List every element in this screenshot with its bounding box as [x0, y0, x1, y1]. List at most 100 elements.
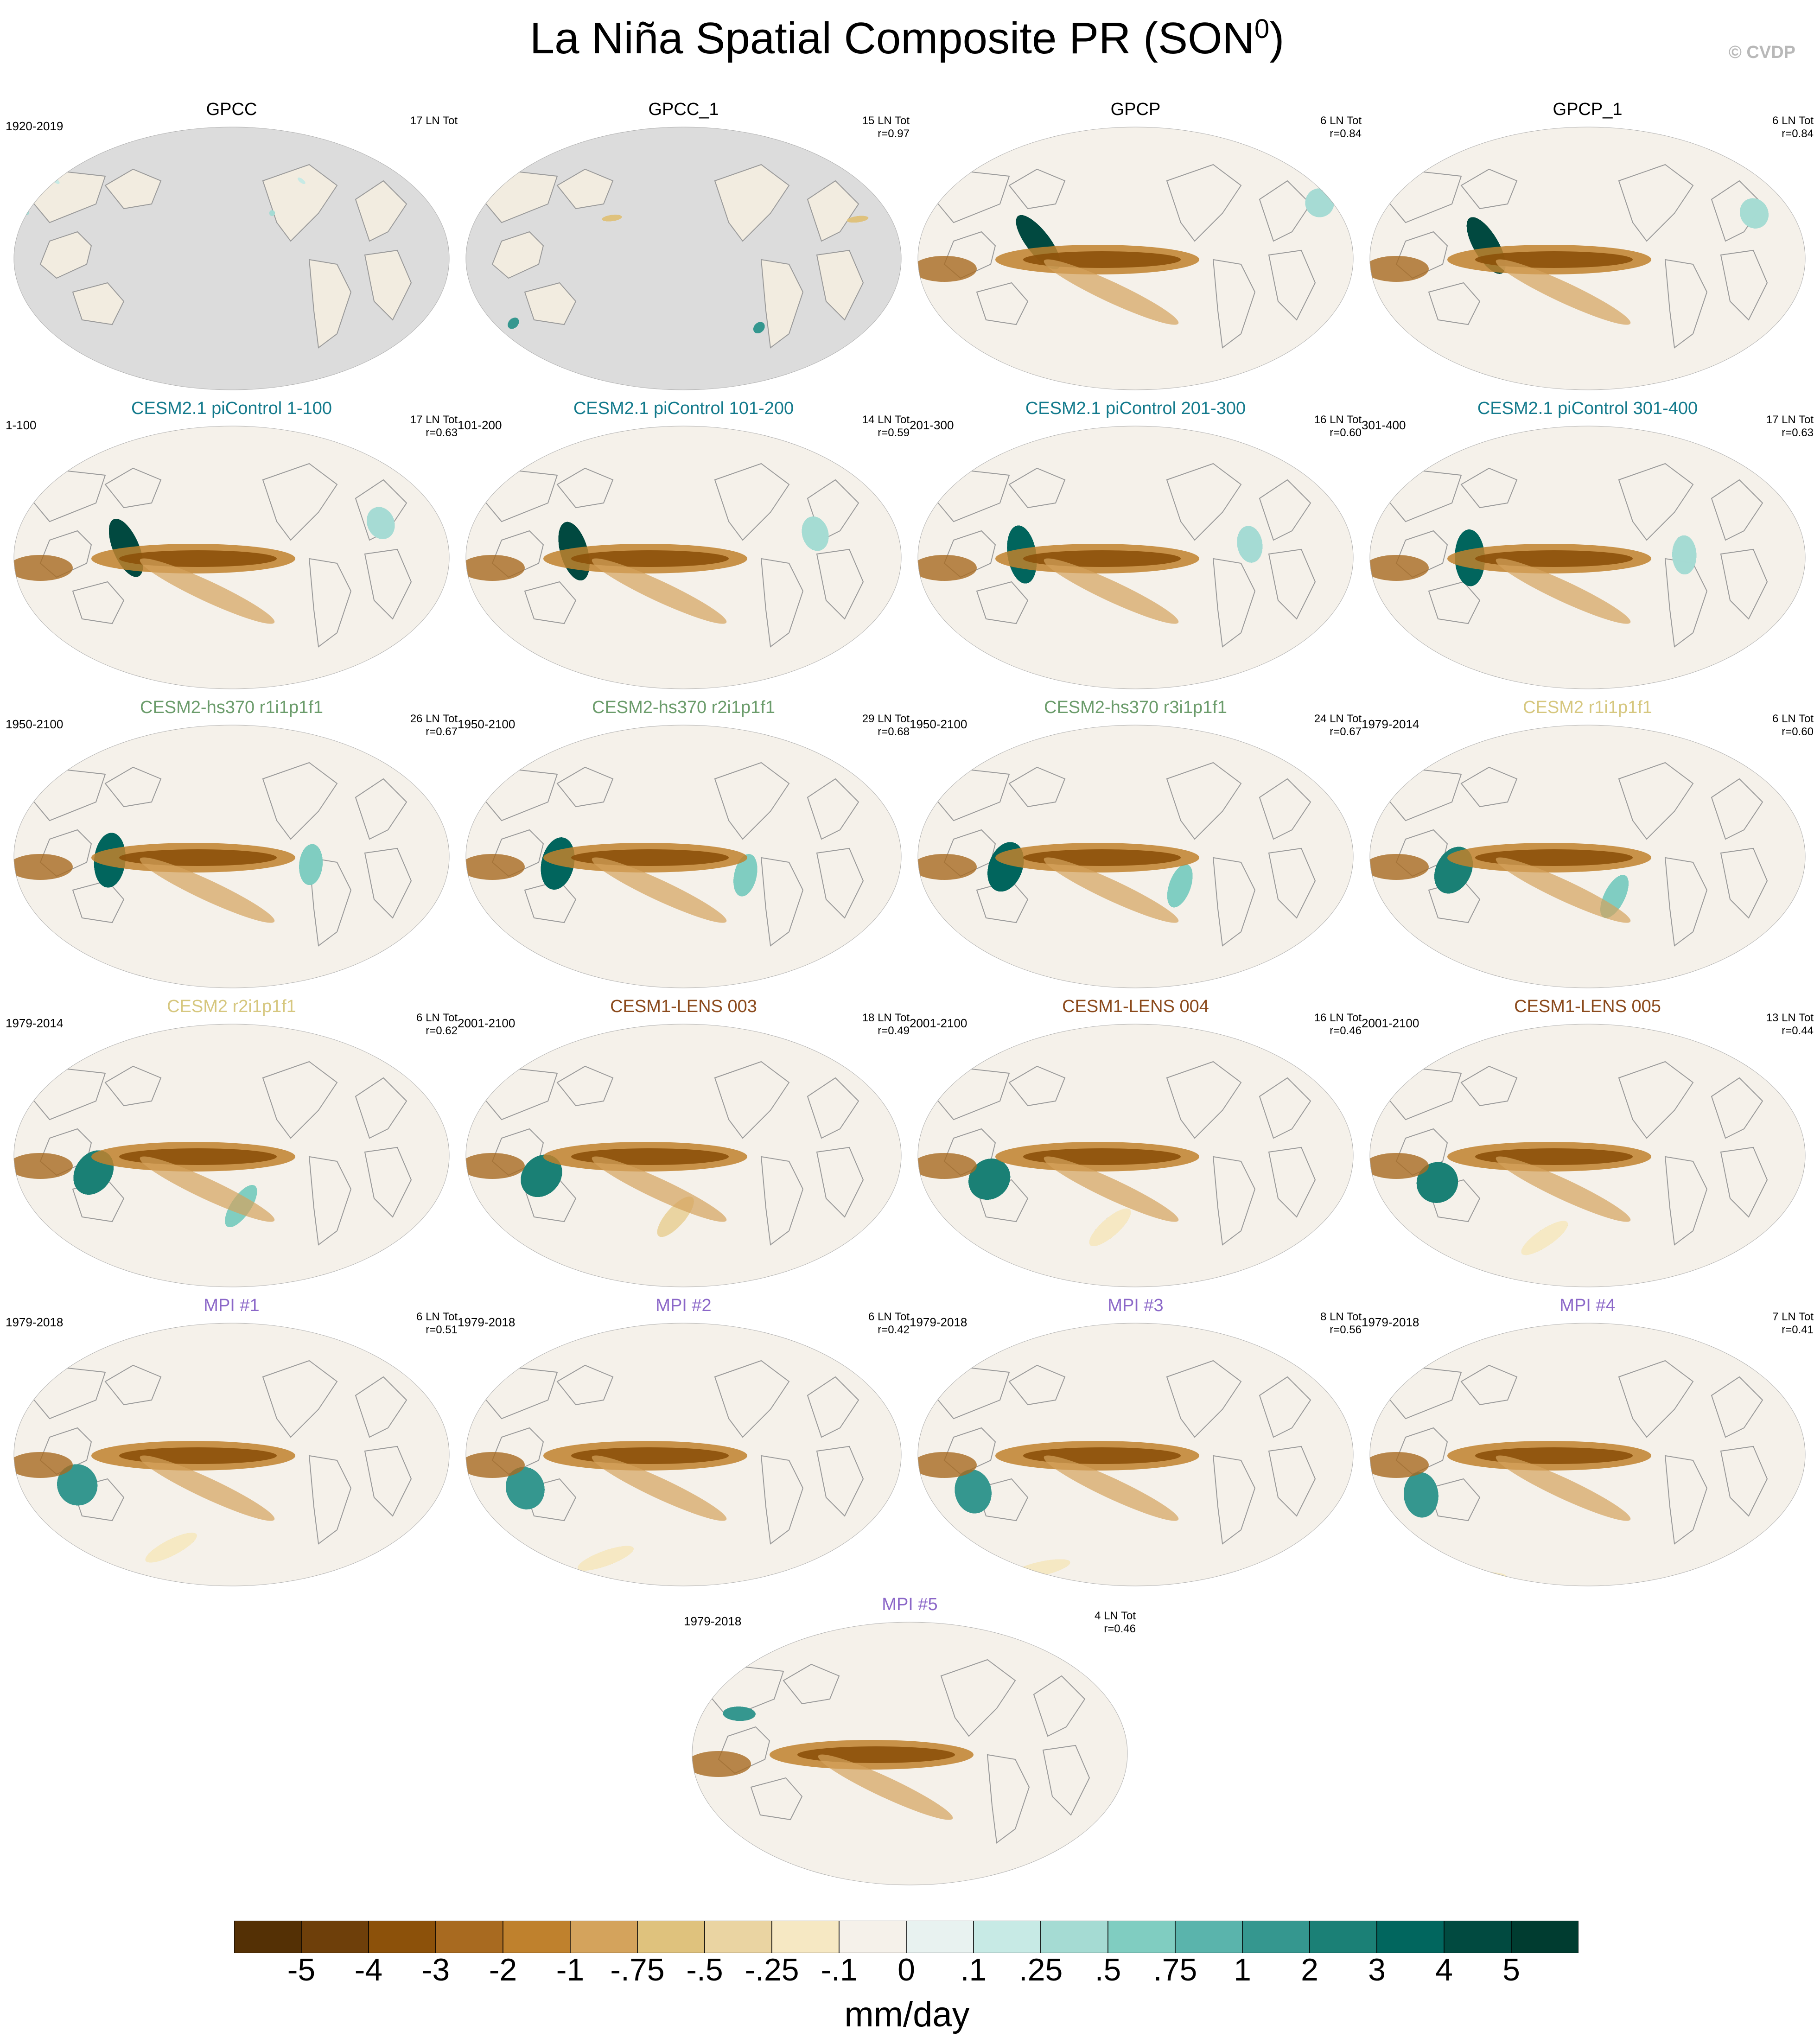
panel-title: MPI #2 [656, 1296, 712, 1315]
panel-pattern-correlation: r=0.60 [1782, 726, 1814, 738]
map-panel: GPCC_1 15 LN Tot r=0.97 [458, 100, 910, 392]
panel-pattern-correlation: r=0.56 [1330, 1324, 1362, 1336]
colorbar-swatch [973, 1921, 1041, 1953]
colorbar-swatch [234, 1921, 302, 1953]
panel-event-count: 17 LN Tot [410, 115, 458, 127]
map-panel: CESM2.1 piControl 101-200 101-200 14 LN To… [458, 399, 910, 691]
map-panel: CESM2.1 piControl 201-300 201-300 16 LN To… [910, 399, 1362, 691]
panel-period: 1979-2014 [6, 1016, 64, 1030]
colorbar-tick-label: -.5 [686, 1952, 723, 1987]
colorbar-tick-label: -.1 [821, 1952, 858, 1987]
colorbar-swatch [1242, 1921, 1310, 1953]
panel-period: 1950-2100 [6, 717, 64, 731]
panel-event-count: 13 LN Tot [1766, 1012, 1814, 1024]
panel-event-count: 16 LN Tot [1314, 1012, 1362, 1024]
precip-anomaly-map [465, 127, 902, 390]
colorbar-tick-label: .5 [1095, 1952, 1121, 1987]
precip-anomaly-map [917, 1323, 1354, 1586]
precip-anomaly-map [465, 725, 902, 988]
panel-title: CESM1-LENS 003 [610, 997, 757, 1016]
map-panel: CESM2.1 piControl 301-400 301-400 17 LN To… [1362, 399, 1814, 691]
panel-pattern-correlation: r=0.63 [426, 427, 458, 439]
panel-pattern-correlation: r=0.97 [878, 127, 910, 140]
colorbar-swatch [637, 1921, 705, 1953]
precip-anomaly-map [13, 1323, 450, 1586]
map-panel: MPI #5 1979-2018 4 LN Tot r=0.46 [684, 1595, 1136, 1887]
panel-pattern-correlation: r=0.59 [878, 427, 910, 439]
colorbar [234, 1921, 1578, 1953]
colorbar-swatch [503, 1921, 571, 1953]
panel-period: 201-300 [910, 418, 954, 432]
panel-title: CESM2.1 piControl 301-400 [1477, 399, 1698, 418]
colorbar-swatch [1511, 1921, 1578, 1953]
map-panel: MPI #2 1979-2018 6 LN Tot r=0.42 [458, 1296, 910, 1588]
map-panel: CESM2 r2i1p1f1 1979-2014 6 LN Tot r=0.62 [6, 997, 458, 1289]
panel-title: CESM2.1 piControl 1-100 [131, 399, 332, 418]
panel-title: CESM2-hs370 r1i1p1f1 [140, 698, 323, 717]
copyright-label: © CVDP [1728, 43, 1795, 62]
panel-period: 301-400 [1362, 418, 1406, 432]
colorbar-tick-label: -.25 [745, 1952, 799, 1987]
map-panel: CESM2-hs370 r2i1p1f1 1950-2100 29 LN Tot r=… [458, 698, 910, 990]
title-superscript: 0 [1254, 14, 1270, 44]
colorbar-tick-label: -4 [354, 1952, 383, 1987]
map-panel: MPI #4 1979-2018 7 LN Tot r=0.41 [1362, 1296, 1814, 1588]
panel-period: 1979-2018 [1362, 1315, 1419, 1329]
panel-period: 1920-2019 [6, 119, 64, 133]
figure-title: La Niña Spatial Composite PR (SON0) [0, 13, 1814, 64]
precip-anomaly-map [917, 1024, 1354, 1287]
precip-anomaly-map [1369, 426, 1806, 689]
map-panel: GPCP_1 6 LN Tot r=0.84 [1362, 100, 1814, 392]
panel-title: GPCC [206, 100, 257, 119]
precip-anomaly-map [917, 127, 1354, 390]
panel-title: CESM2.1 piControl 201-300 [1025, 399, 1246, 418]
colorbar-tick-label: .1 [960, 1952, 987, 1987]
panel-pattern-correlation: r=0.46 [1104, 1623, 1136, 1635]
panel-pattern-correlation: r=0.68 [878, 726, 910, 738]
panel-event-count: 17 LN Tot [1766, 414, 1814, 426]
colorbar-tick-label: 5 [1502, 1952, 1520, 1987]
panel-period: 101-200 [458, 418, 502, 432]
panel-pattern-correlation: r=0.46 [1330, 1025, 1362, 1037]
panel-pattern-correlation: r=0.51 [426, 1324, 458, 1336]
colorbar-swatch [301, 1921, 369, 1953]
panel-period: 2001-2100 [910, 1016, 967, 1030]
panel-event-count: 6 LN Tot [1320, 115, 1362, 127]
panel-pattern-correlation: r=0.42 [878, 1324, 910, 1336]
precip-anomaly-map [917, 725, 1354, 988]
panel-period: 1979-2018 [458, 1315, 516, 1329]
colorbar-swatch [771, 1921, 840, 1953]
panel-event-count: 16 LN Tot [1314, 414, 1362, 426]
colorbar-tick-label: -5 [287, 1952, 316, 1987]
precip-anomaly-map [692, 1622, 1128, 1885]
panel-title: GPCP [1110, 100, 1161, 119]
panel-event-count: 14 LN Tot [862, 414, 910, 426]
panel-event-count: 6 LN Tot [416, 1012, 458, 1024]
panel-event-count: 26 LN Tot [410, 713, 458, 725]
panel-title: MPI #3 [1107, 1296, 1164, 1315]
colorbar-swatch [839, 1921, 907, 1953]
panel-pattern-correlation: r=0.84 [1330, 127, 1362, 140]
colorbar-swatch [1309, 1921, 1377, 1953]
panel-period: 1950-2100 [910, 717, 967, 731]
colorbar-tick-label: -3 [421, 1952, 450, 1987]
panel-title: MPI #1 [204, 1296, 260, 1315]
colorbar-swatch [906, 1921, 974, 1953]
precip-anomaly-map [465, 426, 902, 689]
colorbar-swatch [570, 1921, 638, 1953]
panel-title: CESM1-LENS 005 [1514, 997, 1661, 1016]
panel-event-count: 15 LN Tot [862, 115, 910, 127]
colorbar-tick-label: .75 [1153, 1952, 1197, 1987]
panel-event-count: 6 LN Tot [868, 1311, 910, 1323]
panel-period: 1979-2018 [684, 1614, 742, 1628]
colorbar-swatch [1376, 1921, 1445, 1953]
colorbar-units: mm/day [844, 1995, 970, 2034]
precip-anomaly-map [465, 1323, 902, 1586]
panel-title: CESM2-hs370 r2i1p1f1 [592, 698, 775, 717]
panel-event-count: 6 LN Tot [416, 1311, 458, 1323]
panel-event-count: 6 LN Tot [1772, 115, 1814, 127]
panel-period: 1979-2014 [1362, 717, 1419, 731]
colorbar-tick-label: -.75 [610, 1952, 665, 1987]
panel-pattern-correlation: r=0.49 [878, 1025, 910, 1037]
panel-title: CESM2 r1i1p1f1 [1523, 698, 1652, 717]
